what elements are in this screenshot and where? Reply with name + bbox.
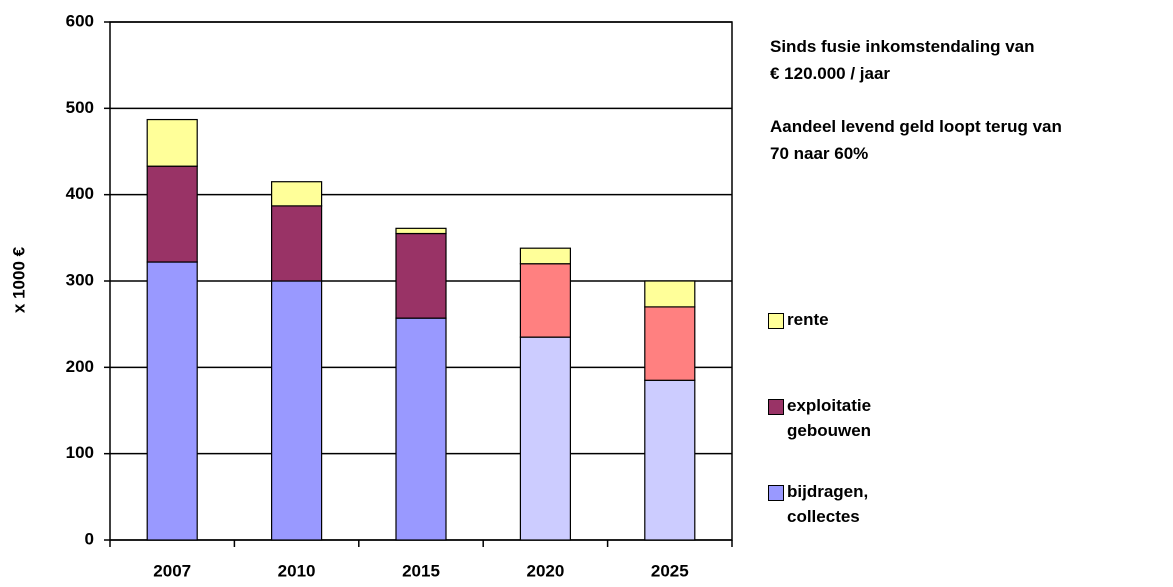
bar-segment: [395, 227, 447, 235]
bar-segment: [644, 280, 696, 308]
y-tick-label: 200: [66, 357, 94, 376]
bar-segment: [146, 261, 198, 541]
x-tick-label: 2015: [402, 561, 440, 580]
x-tick-label: 2025: [651, 561, 689, 580]
bar-segment: [395, 317, 447, 541]
y-tick-label: 400: [66, 184, 94, 203]
legend-item: bijdragen, collectes: [768, 482, 927, 568]
legend-swatch: [768, 313, 784, 329]
legend-swatch: [768, 485, 784, 501]
legend-label: exploitatie gebouwen: [787, 396, 872, 440]
bar-segment: [146, 118, 198, 167]
y-tick-label: 300: [66, 270, 94, 289]
bar-segment: [519, 263, 572, 338]
y-tick-label: 100: [66, 443, 94, 462]
bar-segment: [271, 205, 323, 282]
y-tick-label: 500: [66, 98, 94, 117]
bar-segment: [519, 336, 572, 541]
annotation-line: 70 naar 60%: [770, 144, 869, 163]
bar-segment: [271, 280, 323, 541]
legend: rente exploitatie gebouwen bijdragen, coll…: [768, 310, 927, 568]
annotation-line: € 120.000 / jaar: [770, 64, 891, 83]
legend-label: rente: [787, 310, 829, 329]
legend-item: rente: [768, 310, 927, 396]
bar-segment: [644, 379, 696, 541]
bar-segment: [519, 247, 572, 265]
bar-segment: [146, 165, 198, 263]
legend-item: exploitatie gebouwen: [768, 396, 927, 482]
annotation-line: Sinds fusie inkomstendaling van: [770, 37, 1035, 56]
y-tick-label: 0: [85, 529, 94, 548]
x-tick-label: 2010: [278, 561, 316, 580]
y-tick-label: 600: [66, 11, 94, 30]
annotation: Sinds fusie inkomstendaling van € 120.000…: [770, 33, 1035, 87]
legend-label: bijdragen, collectes: [787, 482, 869, 526]
x-tick-label: 2007: [153, 561, 191, 580]
legend-swatch: [768, 399, 784, 415]
x-tick-label: 2020: [526, 561, 564, 580]
bar-segment: [395, 232, 447, 319]
annotation-line: Aandeel levend geld loopt terug van: [770, 117, 1062, 136]
bar-segment: [644, 306, 696, 381]
y-axis-label: x 1000 €: [9, 246, 28, 313]
bar-segment: [271, 181, 323, 207]
annotation: Aandeel levend geld loopt terug van 70 na…: [770, 113, 1062, 167]
